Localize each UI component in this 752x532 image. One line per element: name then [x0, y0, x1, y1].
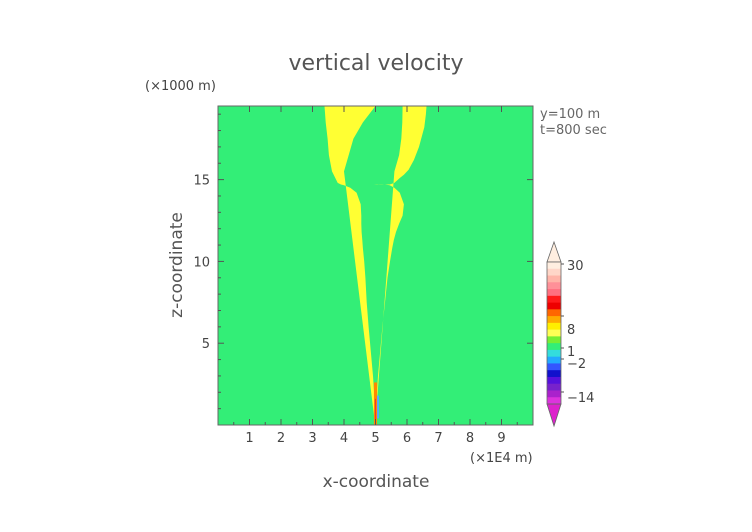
- colorbar-segment: [547, 309, 561, 317]
- colorbar-segment: [547, 397, 561, 405]
- colorbar-segment: [547, 383, 561, 391]
- core-strong-updraft: [375, 398, 376, 425]
- colorbar-segment: [547, 268, 561, 276]
- colorbar-bottom-triangle: [546, 403, 562, 428]
- x-axis: 1 2 3 4 5 6 7 8 9: [233, 106, 518, 446]
- plot-background: [218, 106, 533, 425]
- y-tick-label: 15: [193, 174, 210, 189]
- plot-area: [217, 105, 534, 426]
- colorbar-segment: [547, 356, 561, 364]
- x-tick-label: 6: [403, 431, 411, 446]
- colorbar-segment: [547, 289, 561, 297]
- colorbar-label: 1: [567, 345, 575, 360]
- y-unit-label: (×1000 m): [145, 79, 216, 94]
- x-unit-label: (×1E4 m): [470, 451, 533, 466]
- colorbar-segment: [547, 295, 561, 303]
- x-tick-label: 7: [434, 431, 442, 446]
- x-axis-label: x-coordinate: [323, 472, 430, 492]
- colorbar-label: 30: [567, 259, 584, 274]
- plume-right-branch: [373, 106, 427, 425]
- colorbar-segment: [547, 363, 561, 371]
- colorbar-top-triangle: [546, 240, 562, 263]
- colorbar-segment: [547, 390, 561, 398]
- colorbar-segment: [547, 322, 561, 331]
- x-tick-label: 5: [371, 431, 379, 446]
- y-tick-label: 10: [193, 255, 210, 270]
- x-tick-label: 2: [277, 431, 285, 446]
- chart-title: vertical velocity: [288, 51, 463, 76]
- core-downdraft: [377, 395, 380, 419]
- x-tick-label: 1: [245, 431, 253, 446]
- colorbar-segment: [547, 370, 561, 378]
- x-tick-label: 8: [466, 431, 474, 446]
- colorbar-frame: [546, 261, 562, 405]
- x-tick-label: 4: [340, 431, 348, 446]
- colorbar-segment: [547, 282, 561, 290]
- colorbar-segment: [547, 262, 561, 270]
- colorbar-label: 8: [567, 323, 575, 338]
- colorbar-label: −14: [567, 391, 594, 406]
- y-axis: 5 10 15: [193, 113, 533, 410]
- colorbar-segment: [547, 275, 561, 283]
- annotation-y: y=100 m: [540, 107, 600, 122]
- colorbar-segment: [547, 376, 561, 385]
- colorbar-segment: [547, 329, 561, 337]
- x-tick-label: 9: [497, 431, 505, 446]
- colorbar-segment: [547, 349, 561, 358]
- colorbar: 30 8 1−2 −14: [546, 240, 594, 428]
- plume-left-branch: [324, 106, 376, 425]
- colorbar-segment: [547, 316, 561, 324]
- x-tick-label: 3: [308, 431, 316, 446]
- annotation-t: t=800 sec: [540, 123, 607, 138]
- y-axis-label: z-coordinate: [167, 212, 187, 318]
- colorbar-segment: [547, 343, 561, 351]
- colorbar-segment: [547, 302, 561, 310]
- colorbar-segment: [547, 336, 561, 344]
- colorbar-label: −2: [567, 357, 586, 372]
- y-tick-label: 5: [202, 337, 210, 352]
